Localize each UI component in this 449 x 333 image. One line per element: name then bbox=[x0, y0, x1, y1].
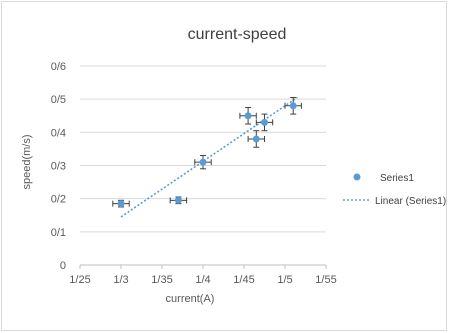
x-tick-label: 1/5 bbox=[277, 274, 292, 286]
x-tick-label: 1/4 bbox=[195, 274, 210, 286]
x-axis-tick-labels: 1/25 1/3 1/35 1/4 1/45 1/5 1/55 bbox=[69, 274, 336, 286]
data-point bbox=[117, 200, 125, 208]
data-point bbox=[261, 118, 268, 126]
legend-label-trendline: Linear (Series1) bbox=[375, 196, 446, 207]
trendline bbox=[120, 96, 298, 218]
data-point bbox=[174, 196, 182, 204]
x-axis bbox=[79, 264, 327, 269]
x-tick-label: 1/25 bbox=[69, 274, 90, 286]
y-tick-label: 0 bbox=[60, 260, 66, 272]
data-point bbox=[199, 158, 207, 166]
x-tick-label: 1/55 bbox=[315, 274, 336, 286]
x-axis-title: current(A) bbox=[166, 293, 215, 305]
trendline-layer bbox=[120, 96, 298, 218]
x-tick-label: 1/3 bbox=[113, 274, 128, 286]
y-tick-label: 0/6 bbox=[51, 61, 66, 73]
legend: Series1 Linear (Series1) bbox=[343, 173, 446, 207]
error-bars bbox=[112, 97, 302, 208]
data-point bbox=[289, 102, 297, 110]
data-points bbox=[117, 102, 297, 208]
legend-marker-series1 bbox=[353, 173, 361, 181]
data-point bbox=[244, 112, 252, 120]
y-tick-label: 0/2 bbox=[51, 194, 66, 206]
x-tick-label: 1/45 bbox=[233, 274, 254, 286]
y-axis-title: speed(m/s) bbox=[21, 134, 33, 189]
legend-label-series1: Series1 bbox=[380, 173, 414, 184]
y-tick-label: 0/1 bbox=[51, 227, 66, 239]
gridlines bbox=[80, 65, 326, 233]
y-tick-label: 0/5 bbox=[51, 94, 66, 106]
y-tick-label: 0/4 bbox=[51, 127, 66, 139]
y-tick-label: 0/3 bbox=[51, 161, 66, 173]
x-tick-label: 1/35 bbox=[151, 274, 172, 286]
data-point bbox=[252, 135, 260, 143]
chart-title: current-speed bbox=[188, 26, 287, 43]
y-axis-tick-labels: 0 0/1 0/2 0/3 0/4 0/5 0/6 bbox=[51, 61, 66, 272]
